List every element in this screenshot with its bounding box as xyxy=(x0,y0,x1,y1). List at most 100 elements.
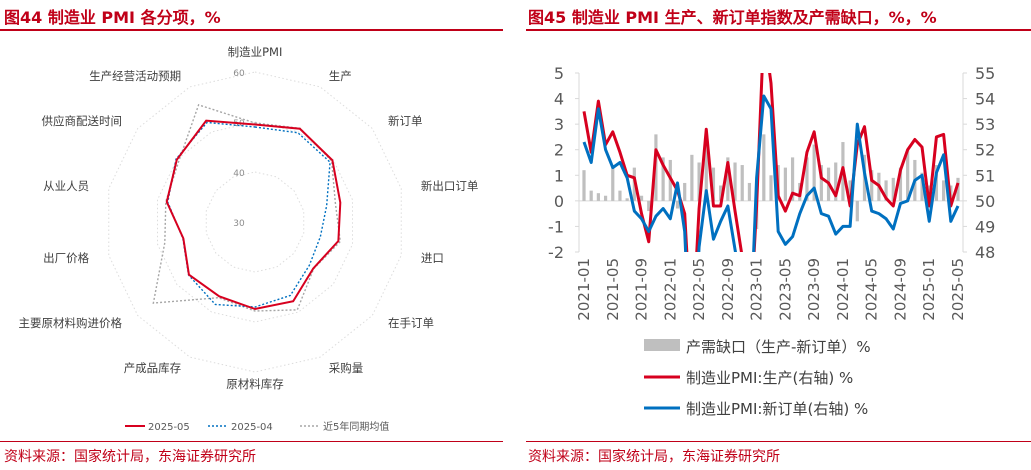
left-source: 资料来源：国家统计局，东海证券研究所 xyxy=(4,449,256,465)
x-tick-label: 2021-09 xyxy=(633,258,651,321)
right-tick-label: 53 xyxy=(975,115,995,134)
gap-bar xyxy=(603,195,608,201)
x-tick-label: 2024-05 xyxy=(863,258,881,321)
gap-bar xyxy=(711,167,716,201)
gap-bar xyxy=(596,193,600,201)
radar-axis-label: 生产经营活动预期 xyxy=(89,69,181,83)
radar-axis-label: 生产 xyxy=(329,69,352,83)
left-tick-label: 2 xyxy=(554,141,564,160)
radar-series-2 xyxy=(152,103,342,312)
radar-chart: 30405060制造业PMI生产新订单新出口订单进口在手订单采购量原材料库存产成… xyxy=(19,45,479,433)
left-tick-label: 4 xyxy=(554,90,564,109)
legend-label: 产需缺口（生产-新订单）% xyxy=(686,338,871,356)
gap-bar xyxy=(956,177,960,201)
gap-bar xyxy=(690,154,694,201)
radar-axis-label: 产成品库存 xyxy=(124,361,182,375)
gap-bar xyxy=(870,170,874,201)
right-title-rule xyxy=(526,29,1031,31)
legend-label: 2025-05 xyxy=(148,422,190,433)
gap-bar xyxy=(719,185,723,201)
legend-label: 近5年同期均值 xyxy=(323,420,389,433)
gap-bar xyxy=(661,157,665,201)
gap-bar xyxy=(898,167,903,201)
left-source-rule xyxy=(0,441,503,442)
x-tick-label: 2021-01 xyxy=(575,258,593,321)
gap-bar xyxy=(683,182,687,201)
radar-axis-label: 制造业PMI xyxy=(228,45,283,59)
left-tick-label: 1 xyxy=(554,166,564,185)
gap-bar xyxy=(582,170,586,201)
right-tick-label: 54 xyxy=(975,90,995,109)
left-tick-label: 3 xyxy=(554,115,564,134)
gap-bar xyxy=(733,162,737,201)
x-tick-label: 2022-09 xyxy=(719,258,737,321)
gap-bar xyxy=(942,180,946,201)
gap-bar xyxy=(762,134,766,201)
right-tick-label: 50 xyxy=(975,192,995,211)
gap-bar xyxy=(819,165,823,201)
gap-bar xyxy=(783,167,787,201)
radar-series-0 xyxy=(165,119,342,311)
right-source-rule xyxy=(526,441,1031,442)
legend-label: 2025-04 xyxy=(231,422,273,433)
x-tick-label: 2025-01 xyxy=(920,258,938,321)
right-source: 资料来源：国家统计局，东海证券研究所 xyxy=(528,449,780,465)
gap-bar xyxy=(884,180,888,201)
legend-label: 制造业PMI:新订单(右轴) % xyxy=(686,400,868,418)
left-tick-label: -2 xyxy=(548,243,564,262)
legend-label: 制造业PMI:生产(右轴) % xyxy=(686,369,853,387)
gap-bar xyxy=(790,157,795,201)
gap-bar xyxy=(647,200,651,212)
right-tick-label: 52 xyxy=(975,141,995,160)
left-tick-label: 0 xyxy=(554,192,564,211)
radar-axis-label: 进口 xyxy=(421,251,444,265)
gap-bar xyxy=(704,139,708,201)
line-series-1 xyxy=(582,73,960,252)
gap-bar xyxy=(589,190,593,201)
radar-axis-label: 从业人员 xyxy=(43,179,89,193)
right-tick-label: 51 xyxy=(975,166,995,185)
x-tick-label: 2025-05 xyxy=(949,258,967,321)
right-tick-label: 49 xyxy=(975,217,995,236)
radar-axis-label: 新出口订单 xyxy=(421,179,479,193)
radar-axis-label: 原材料库存 xyxy=(226,377,284,391)
radar-axis-label: 采购量 xyxy=(329,361,364,375)
radar-axis-label: 供应商配送时间 xyxy=(42,114,123,128)
gap-bar xyxy=(906,149,910,201)
gap-bar xyxy=(769,175,773,201)
x-tick-label: 2022-05 xyxy=(690,258,708,321)
radar-axis-label: 新订单 xyxy=(388,114,423,128)
right-tick-label: 55 xyxy=(975,64,995,83)
gap-bar xyxy=(848,180,852,201)
gap-bar xyxy=(697,162,701,201)
radar-tick-label: 30 xyxy=(233,219,245,229)
gap-bar xyxy=(855,200,859,222)
right-chart-title: 图45 制造业 PMI 生产、新订单指数及产需缺口，%，% xyxy=(528,8,937,27)
gap-bar xyxy=(920,172,924,201)
radar-tick-label: 60 xyxy=(233,69,245,79)
radar-axis-label: 出厂价格 xyxy=(43,251,89,265)
legend-swatch-bar xyxy=(644,339,680,351)
gap-bar xyxy=(726,157,730,201)
left-tick-label: 5 xyxy=(554,64,564,83)
gap-bar xyxy=(834,162,838,201)
x-tick-label: 2023-01 xyxy=(748,258,766,321)
left-title-rule xyxy=(0,29,503,31)
gap-bar xyxy=(625,198,629,201)
radar-axis-label: 在手订单 xyxy=(388,316,434,330)
x-tick-label: 2024-09 xyxy=(891,258,909,321)
radar-tick-label: 40 xyxy=(233,169,245,179)
x-tick-label: 2023-05 xyxy=(776,258,794,321)
left-chart-title: 图44 制造业 PMI 各分项，% xyxy=(4,8,221,27)
radar-series-1 xyxy=(167,121,331,308)
x-tick-label: 2021-05 xyxy=(604,258,622,321)
radar-axis-label: 主要原材料购进价格 xyxy=(19,316,123,330)
gap-bar xyxy=(747,182,752,201)
gap-bar xyxy=(618,190,622,201)
gap-bar xyxy=(740,165,744,201)
gap-bar xyxy=(611,165,615,201)
right-tick-label: 48 xyxy=(975,243,995,262)
x-tick-label: 2022-01 xyxy=(661,258,679,321)
gap-bar xyxy=(675,200,680,209)
left-tick-label: -1 xyxy=(548,217,564,236)
